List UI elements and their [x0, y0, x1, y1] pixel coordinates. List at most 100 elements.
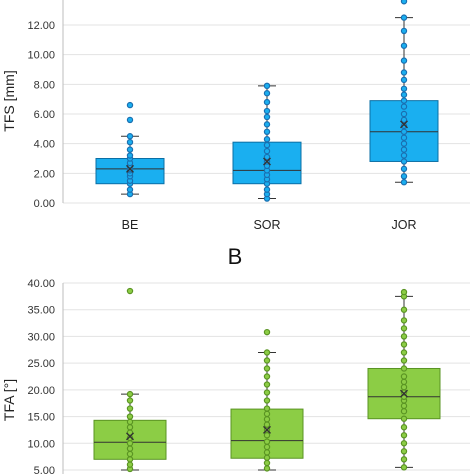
category-label: SOR [253, 218, 280, 232]
data-point [263, 443, 271, 451]
data-point [263, 90, 271, 97]
y-ticks: 5.00 10.00 15.00 20.00 25.00 30.00 35.00 40.00 [27, 278, 55, 474]
data-point [263, 82, 271, 90]
data-point [126, 152, 134, 159]
data-point [126, 146, 134, 153]
data-point [400, 448, 408, 455]
data-point [400, 42, 408, 49]
mean-marker [400, 389, 408, 398]
data-point [126, 397, 134, 404]
data-point [126, 456, 134, 463]
category-labels: BE SOR JOR [122, 218, 417, 232]
mean-marker [126, 432, 134, 441]
data-point [400, 122, 408, 130]
data-point [263, 416, 271, 423]
data-point [400, 103, 408, 110]
y-tick-label: 5.00 [34, 465, 55, 474]
data-point [263, 459, 271, 467]
data-point [126, 138, 134, 146]
data-point [126, 133, 134, 140]
data-point [400, 365, 408, 372]
box-sor [230, 328, 304, 472]
box-jor [369, 0, 439, 186]
data-point [263, 373, 271, 380]
boxes [95, 0, 439, 202]
data-point [400, 341, 408, 348]
data-point [263, 328, 271, 336]
data-point [263, 349, 271, 356]
data-point [400, 378, 408, 386]
data-point [263, 421, 271, 428]
y-tick-label: 6.00 [34, 109, 55, 121]
y-tick-label: 10.00 [27, 438, 55, 450]
data-point [400, 402, 408, 410]
data-point [263, 186, 271, 193]
y-axis-label: TFS [mm] [1, 70, 17, 131]
data-point [263, 107, 271, 115]
data-point [400, 152, 408, 159]
data-point [263, 128, 271, 135]
panel-label: B [228, 244, 243, 269]
data-point [400, 357, 408, 364]
box-jor [367, 288, 441, 471]
y-tick-label: 2.00 [34, 168, 55, 180]
data-point [400, 464, 408, 471]
y-tick-label: 30.00 [27, 331, 55, 343]
data-point [263, 397, 271, 404]
data-point [400, 134, 408, 141]
data-point [126, 418, 134, 426]
y-tick-label: 10.00 [27, 50, 55, 62]
data-point [263, 153, 271, 161]
chart-tfa: 5.0010.0015.0020.0025.0030.0035.0040.00 … [1, 278, 470, 474]
y-ticks: 0.00 2.00 4.00 6.00 8.00 10.00 12.00 [27, 20, 55, 210]
data-point [263, 147, 271, 155]
data-point [126, 116, 134, 124]
data-point [400, 91, 408, 98]
data-point [126, 450, 134, 458]
y-tick-label: 20.00 [27, 385, 55, 397]
data-point [126, 405, 134, 412]
data-point [263, 465, 271, 472]
data-point [400, 158, 408, 165]
y-tick-label: 12.00 [27, 20, 55, 32]
data-point [400, 140, 408, 147]
data-point [400, 440, 408, 447]
data-point [400, 317, 408, 324]
y-tick-label: 25.00 [27, 358, 55, 370]
data-point [263, 365, 271, 372]
y-tick-label: 0.00 [34, 198, 55, 210]
data-point [126, 424, 134, 431]
data-point [400, 415, 408, 422]
data-point [400, 306, 408, 313]
data-point [126, 186, 134, 193]
mean-marker [263, 157, 271, 166]
data-point [263, 98, 271, 106]
y-tick-label: 15.00 [27, 412, 55, 424]
mean-marker [263, 425, 271, 434]
mean-marker [126, 164, 134, 173]
data-point [400, 165, 408, 173]
box-sor [232, 82, 302, 202]
data-point [263, 141, 271, 149]
data-point [263, 438, 271, 445]
data-point [400, 76, 408, 84]
data-point [400, 179, 408, 186]
category-label: BE [122, 218, 139, 232]
data-point [400, 128, 408, 135]
data-point [400, 325, 408, 332]
data-point [400, 408, 408, 415]
data-point [400, 349, 408, 356]
data-point [263, 405, 271, 412]
category-label: JOR [392, 218, 417, 232]
data-point [263, 121, 271, 128]
data-point [263, 357, 271, 364]
y-tick-label: 40.00 [27, 278, 55, 290]
y-axis-label: TFA [°] [1, 379, 17, 421]
data-point [400, 69, 408, 76]
data-point [400, 456, 408, 463]
data-point [263, 136, 271, 143]
data-point [400, 333, 408, 340]
data-point [126, 287, 134, 295]
data-point [400, 27, 408, 35]
